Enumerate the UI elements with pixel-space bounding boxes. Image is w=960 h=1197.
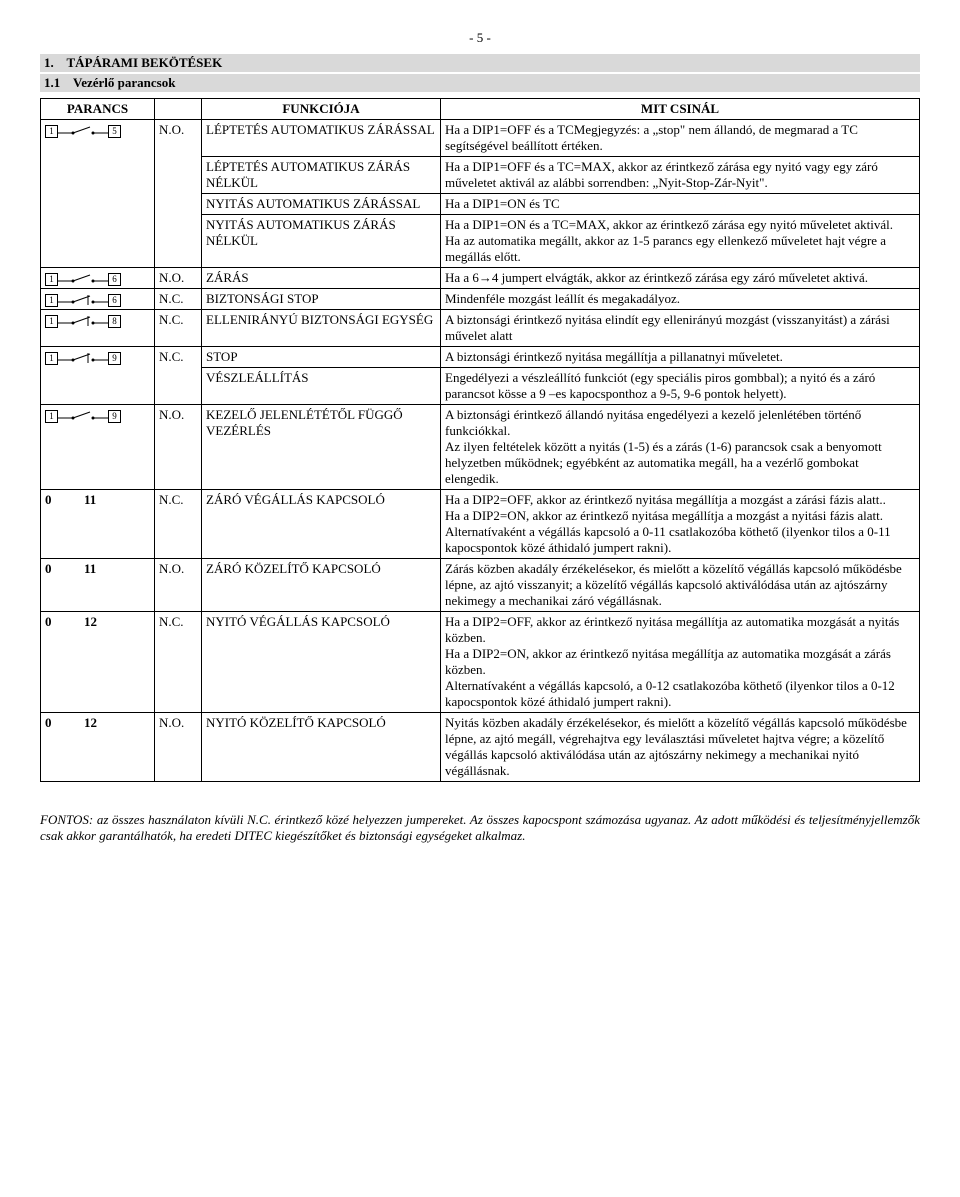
cell-funkcio: NYITÁS AUTOMATIKUS ZÁRÁS NÉLKÜL: [202, 215, 441, 268]
cell-funkcio: NYITÓ KÖZELÍTŐ KAPCSOLÓ: [202, 713, 441, 782]
cell-funkcio: ZÁRÁS: [202, 268, 441, 289]
table-body: 15N.O.LÉPTETÉS AUTOMATIKUS ZÁRÁSSALHa a …: [41, 120, 920, 782]
table-row: 0 12N.C.NYITÓ VÉGÁLLÁS KAPCSOLÓHa a DIP2…: [41, 612, 920, 713]
cell-funkcio: LÉPTETÉS AUTOMATIKUS ZÁRÁSSAL: [202, 120, 441, 157]
page-number: - 5 -: [40, 30, 920, 46]
cell-parancs: 0 11: [41, 490, 155, 559]
cell-funkcio: ZÁRÓ KÖZELÍTŐ KAPCSOLÓ: [202, 559, 441, 612]
table-row: 16N.C.BIZTONSÁGI STOPMindenféle mozgást …: [41, 289, 920, 310]
cell-funkcio: STOP: [202, 347, 441, 368]
th-mit: MIT CSINÁL: [441, 99, 920, 120]
table-row: 16N.O.ZÁRÁSHa a 6→4 jumpert elvágták, ak…: [41, 268, 920, 289]
cell-funkcio: VÉSZLEÁLLÍTÁS: [202, 368, 441, 405]
cell-parancs: 18: [41, 310, 155, 347]
cell-typecode: N.O.: [155, 120, 202, 268]
cell-typecode: N.O.: [155, 713, 202, 782]
cell-parancs: 16: [41, 268, 155, 289]
cell-parancs: 19: [41, 347, 155, 405]
cell-typecode: N.C.: [155, 347, 202, 405]
th-parancs: PARANCS: [41, 99, 155, 120]
table-row: 0 11N.O.ZÁRÓ KÖZELÍTŐ KAPCSOLÓZárás közb…: [41, 559, 920, 612]
table-row: 15N.O.LÉPTETÉS AUTOMATIKUS ZÁRÁSSALHa a …: [41, 120, 920, 157]
table-row: 0 11N.C.ZÁRÓ VÉGÁLLÁS KAPCSOLÓHa a DIP2=…: [41, 490, 920, 559]
cell-mit: Zárás közben akadály érzékelésekor, és m…: [441, 559, 920, 612]
cell-typecode: N.C.: [155, 289, 202, 310]
subsection-num: 1.1: [44, 75, 60, 90]
cell-typecode: N.C.: [155, 612, 202, 713]
cell-parancs: 0 12: [41, 713, 155, 782]
cell-funkcio: ZÁRÓ VÉGÁLLÁS KAPCSOLÓ: [202, 490, 441, 559]
table-header-row: PARANCS FUNKCIÓJA MIT CSINÁL: [41, 99, 920, 120]
commands-table: PARANCS FUNKCIÓJA MIT CSINÁL 15N.O.LÉPTE…: [40, 98, 920, 782]
table-row: 0 12N.O.NYITÓ KÖZELÍTŐ KAPCSOLÓNyitás kö…: [41, 713, 920, 782]
subsection-heading: 1.1 Vezérlő parancsok: [40, 74, 920, 92]
cell-funkcio: ELLENIRÁNYÚ BIZTONSÁGI EGYSÉG: [202, 310, 441, 347]
cell-parancs: 16: [41, 289, 155, 310]
cell-mit: Nyitás közben akadály érzékelésekor, és …: [441, 713, 920, 782]
th-type: [155, 99, 202, 120]
cell-mit: Engedélyezi a vészleállító funkciót (egy…: [441, 368, 920, 405]
th-funkcio: FUNKCIÓJA: [202, 99, 441, 120]
cell-typecode: N.O.: [155, 268, 202, 289]
table-row: 19N.C.STOPA biztonsági érintkező nyitása…: [41, 347, 920, 368]
cell-typecode: N.O.: [155, 559, 202, 612]
section-num: 1.: [44, 55, 54, 70]
cell-typecode: N.O.: [155, 405, 202, 490]
cell-typecode: N.C.: [155, 310, 202, 347]
cell-mit: Ha a DIP1=ON és a TC=MAX, akkor az érint…: [441, 215, 920, 268]
cell-parancs: 15: [41, 120, 155, 268]
cell-funkcio: LÉPTETÉS AUTOMATIKUS ZÁRÁS NÉLKÜL: [202, 157, 441, 194]
cell-funkcio: NYITÁS AUTOMATIKUS ZÁRÁSSAL: [202, 194, 441, 215]
table-row: 19N.O.KEZELŐ JELENLÉTÉTŐL FÜGGŐ VEZÉRLÉS…: [41, 405, 920, 490]
cell-mit: Ha a DIP1=OFF és a TCMegjegyzés: a „stop…: [441, 120, 920, 157]
table-row: 18N.C.ELLENIRÁNYÚ BIZTONSÁGI EGYSÉGA biz…: [41, 310, 920, 347]
cell-mit: Ha a DIP1=OFF és a TC=MAX, akkor az érin…: [441, 157, 920, 194]
cell-parancs: 0 12: [41, 612, 155, 713]
subsection-title: Vezérlő parancsok: [73, 75, 175, 90]
cell-funkcio: BIZTONSÁGI STOP: [202, 289, 441, 310]
cell-mit: A biztonsági érintkező nyitása megállítj…: [441, 347, 920, 368]
cell-funkcio: NYITÓ VÉGÁLLÁS KAPCSOLÓ: [202, 612, 441, 713]
cell-typecode: N.C.: [155, 490, 202, 559]
cell-mit: Ha a DIP2=OFF, akkor az érintkező nyitás…: [441, 612, 920, 713]
cell-mit: Ha a 6→4 jumpert elvágták, akkor az érin…: [441, 268, 920, 289]
cell-mit: Ha a DIP1=ON és TC: [441, 194, 920, 215]
cell-mit: A biztonsági érintkező állandó nyitása e…: [441, 405, 920, 490]
cell-mit: A biztonsági érintkező nyitása elindít e…: [441, 310, 920, 347]
cell-parancs: 19: [41, 405, 155, 490]
cell-funkcio: KEZELŐ JELENLÉTÉTŐL FÜGGŐ VEZÉRLÉS: [202, 405, 441, 490]
footer-note: FONTOS: az összes használaton kívüli N.C…: [40, 812, 920, 844]
cell-mit: Mindenféle mozgást leállít és megakadály…: [441, 289, 920, 310]
section-title: TÁPÁRAMI BEKÖTÉSEK: [67, 55, 223, 70]
cell-mit: Ha a DIP2=OFF, akkor az érintkező nyitás…: [441, 490, 920, 559]
cell-parancs: 0 11: [41, 559, 155, 612]
section-heading: 1. TÁPÁRAMI BEKÖTÉSEK: [40, 54, 920, 72]
